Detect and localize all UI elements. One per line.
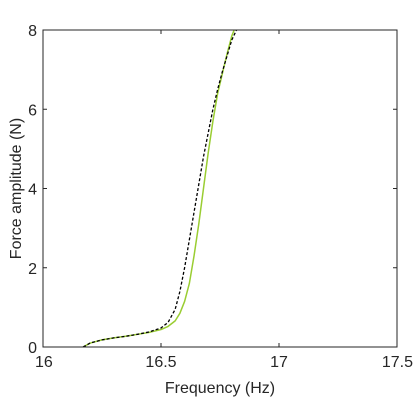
series-line-2 xyxy=(82,29,238,348)
x-tick-label: 16.5 xyxy=(145,354,176,371)
y-tick-label: 4 xyxy=(28,182,37,199)
axes: 16 16.5 17 17.5 0 2 4 6 8 xyxy=(28,23,413,371)
y-tick-label: 8 xyxy=(28,23,37,40)
y-axis-label: Force amplitude (N) xyxy=(8,118,25,259)
x-tick-label: 17 xyxy=(270,354,288,371)
y-tick-label: 0 xyxy=(28,340,37,357)
x-tick-label: 16 xyxy=(35,354,53,371)
plot-background xyxy=(43,30,397,347)
plot-area xyxy=(43,30,397,347)
x-axis-label: Frequency (Hz) xyxy=(165,380,275,397)
series-group xyxy=(82,29,238,348)
x-tick-label: 17.5 xyxy=(382,354,413,371)
y-tick-label: 2 xyxy=(28,261,37,278)
y-tick-label: 6 xyxy=(28,102,37,119)
